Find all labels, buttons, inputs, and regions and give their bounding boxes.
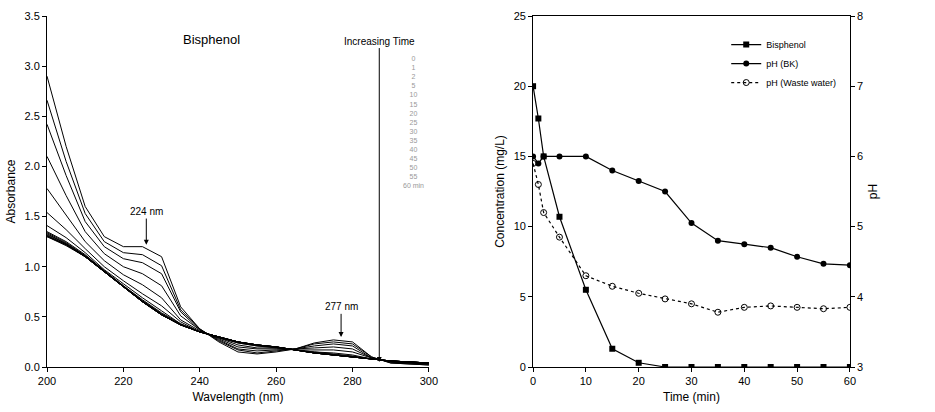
svg-text:40: 40: [738, 375, 750, 387]
svg-text:300: 300: [420, 375, 438, 387]
svg-text:1.0: 1.0: [25, 261, 40, 273]
svg-text:200: 200: [38, 375, 56, 387]
svg-text:0.0: 0.0: [25, 361, 40, 373]
svg-text:3: 3: [857, 361, 863, 373]
svg-text:3.0: 3.0: [25, 60, 40, 72]
svg-text:1.5: 1.5: [25, 210, 40, 222]
svg-text:pH (Waste water): pH (Waste water): [766, 78, 836, 88]
svg-text:260: 260: [267, 375, 285, 387]
svg-text:2.5: 2.5: [25, 110, 40, 122]
svg-text:240: 240: [191, 375, 209, 387]
svg-text:Time (min): Time (min): [663, 390, 720, 404]
svg-text:Concentration (mg/L): Concentration (mg/L): [493, 135, 507, 248]
svg-text:10: 10: [514, 220, 526, 232]
svg-text:Wavelength (nm): Wavelength (nm): [192, 390, 283, 404]
svg-text:Bisphenol: Bisphenol: [183, 32, 240, 47]
svg-text:25: 25: [514, 10, 526, 22]
svg-text:pH (BK): pH (BK): [766, 59, 798, 69]
svg-text:01251015202530354045505560 min: 01251015202530354045505560 min: [403, 55, 424, 189]
svg-text:10: 10: [580, 375, 592, 387]
svg-text:15: 15: [514, 150, 526, 162]
svg-text:20: 20: [633, 375, 645, 387]
svg-text:6: 6: [857, 150, 863, 162]
svg-text:50: 50: [791, 375, 803, 387]
svg-text:60: 60: [844, 375, 856, 387]
svg-text:3.5: 3.5: [25, 10, 40, 22]
svg-text:277 nm: 277 nm: [325, 301, 358, 312]
svg-text:8: 8: [857, 10, 863, 22]
svg-text:5: 5: [520, 291, 526, 303]
svg-text:5: 5: [857, 220, 863, 232]
svg-text:220: 220: [114, 375, 132, 387]
svg-text:0: 0: [530, 375, 536, 387]
svg-text:0: 0: [520, 361, 526, 373]
svg-text:2.0: 2.0: [25, 160, 40, 172]
svg-text:7: 7: [857, 80, 863, 92]
svg-text:Absorbance: Absorbance: [4, 159, 18, 223]
svg-text:pH: pH: [866, 184, 880, 199]
svg-text:30: 30: [685, 375, 697, 387]
svg-text:Increasing Time: Increasing Time: [344, 36, 415, 47]
svg-text:224 nm: 224 nm: [130, 206, 163, 217]
svg-text:280: 280: [343, 375, 361, 387]
svg-text:4: 4: [857, 291, 863, 303]
svg-text:0.5: 0.5: [25, 311, 40, 323]
svg-text:Bisphenol: Bisphenol: [766, 40, 806, 50]
svg-text:20: 20: [514, 80, 526, 92]
